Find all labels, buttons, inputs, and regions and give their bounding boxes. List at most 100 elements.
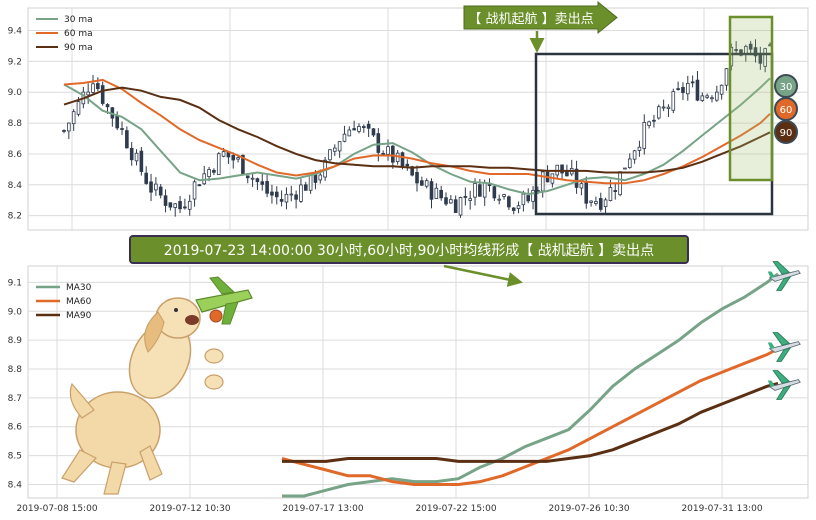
candle (589, 200, 593, 207)
top-y-tick-label: 9.2 (8, 57, 22, 67)
candle-body (463, 196, 468, 198)
candle (149, 173, 153, 202)
candle-body (608, 187, 613, 201)
candle-body (158, 186, 163, 196)
candle-body (410, 166, 414, 176)
candle-body (415, 172, 419, 184)
candle-body (507, 196, 511, 208)
candle (125, 126, 129, 149)
top-y-tick-label: 8.4 (8, 181, 23, 191)
candle (594, 196, 598, 206)
candle-body (420, 180, 424, 186)
candle (265, 173, 269, 198)
candle-body (715, 91, 719, 101)
candle (183, 198, 187, 210)
candle-body (187, 200, 192, 210)
dog-illustration (61, 276, 253, 495)
candle (163, 189, 168, 213)
candle-body (105, 104, 110, 108)
candle (753, 39, 758, 63)
candle (453, 195, 458, 213)
candle-body (332, 147, 337, 152)
candle-body (458, 197, 463, 216)
candle-body (690, 81, 695, 84)
candle-body (125, 130, 129, 149)
candle (705, 93, 709, 99)
bottom-x-tick-label: 2019-07-08 15:00 (16, 504, 97, 514)
candle (487, 178, 492, 192)
ma60-end-badge: 60 (774, 97, 798, 121)
candle-body (647, 121, 651, 126)
candle (71, 109, 76, 131)
recent-highlight-box (728, 15, 774, 182)
candle-body (376, 133, 381, 153)
candle-body (212, 169, 216, 173)
annotation-label: 【 战机起航 】卖出点 (468, 11, 593, 27)
candle (86, 83, 90, 104)
candle-body (637, 146, 642, 151)
signal-title: 2019-07-23 14:00:00 30小时,60小时,90小时均线形成【 … (129, 235, 689, 287)
candle-body (671, 91, 676, 111)
candle-body (521, 193, 526, 206)
candle-body (284, 193, 289, 203)
candle-body (294, 194, 298, 200)
candle-body (424, 180, 429, 187)
candle (497, 194, 502, 205)
candle (690, 75, 695, 88)
candle-body (71, 111, 76, 125)
candle (685, 75, 690, 101)
candle-body (574, 168, 579, 188)
legend-label-30ma: 30 ma (64, 15, 93, 25)
legend-label-ma30: MA30 (66, 283, 92, 293)
candle (192, 179, 197, 207)
candle-body (656, 106, 661, 119)
candle (632, 149, 637, 164)
candle-body (753, 47, 758, 57)
candle-body (357, 126, 361, 132)
candle-body (352, 128, 356, 131)
candle-body (260, 181, 265, 185)
candle-body (560, 164, 564, 174)
candle-body (318, 174, 323, 181)
candle-body (434, 187, 439, 199)
candle-body (734, 49, 738, 51)
candle-body (250, 177, 255, 180)
candle (342, 125, 347, 143)
bottom-y-tick-label: 8.5 (8, 452, 22, 462)
candle-body (347, 129, 352, 137)
candle (178, 196, 182, 214)
top-legend: 30 ma 60 ma 90 ma (36, 15, 93, 53)
candle-body (115, 115, 119, 129)
bottom-x-tick-labels: 2019-07-08 15:00 2019-07-12 10:30 2019-07-… (16, 504, 762, 514)
candle-body (279, 199, 284, 202)
candle-body (482, 181, 487, 198)
candle (250, 173, 255, 187)
candle (647, 120, 651, 129)
candle-body (76, 101, 81, 115)
candle (391, 144, 395, 169)
candle-body (473, 183, 477, 198)
candle (661, 99, 666, 112)
bottom-panel: 8.4 8.5 8.6 8.7 8.8 8.9 9.0 9.1 2019-07-08 15:0… (8, 261, 809, 514)
top-y-tick-label: 9.0 (8, 88, 23, 98)
candle-body (453, 199, 458, 213)
candle (449, 195, 453, 204)
candle (526, 188, 531, 204)
bottom-y-tick-label: 9.0 (8, 307, 23, 317)
candle (173, 202, 178, 217)
candle (710, 95, 714, 103)
candle (245, 175, 250, 184)
candle (719, 84, 724, 100)
candle-body (565, 171, 569, 177)
candle (511, 207, 516, 215)
candle (168, 202, 173, 211)
candle-body (236, 157, 240, 160)
candle (216, 152, 221, 175)
bottom-x-tick-label: 2019-07-22 15:00 (415, 504, 496, 514)
candle-body (623, 167, 627, 170)
candle (642, 114, 647, 155)
candle-body (666, 106, 671, 109)
candle (255, 177, 260, 191)
bottom-ma-lines (281, 272, 779, 498)
candle-body (134, 152, 139, 162)
